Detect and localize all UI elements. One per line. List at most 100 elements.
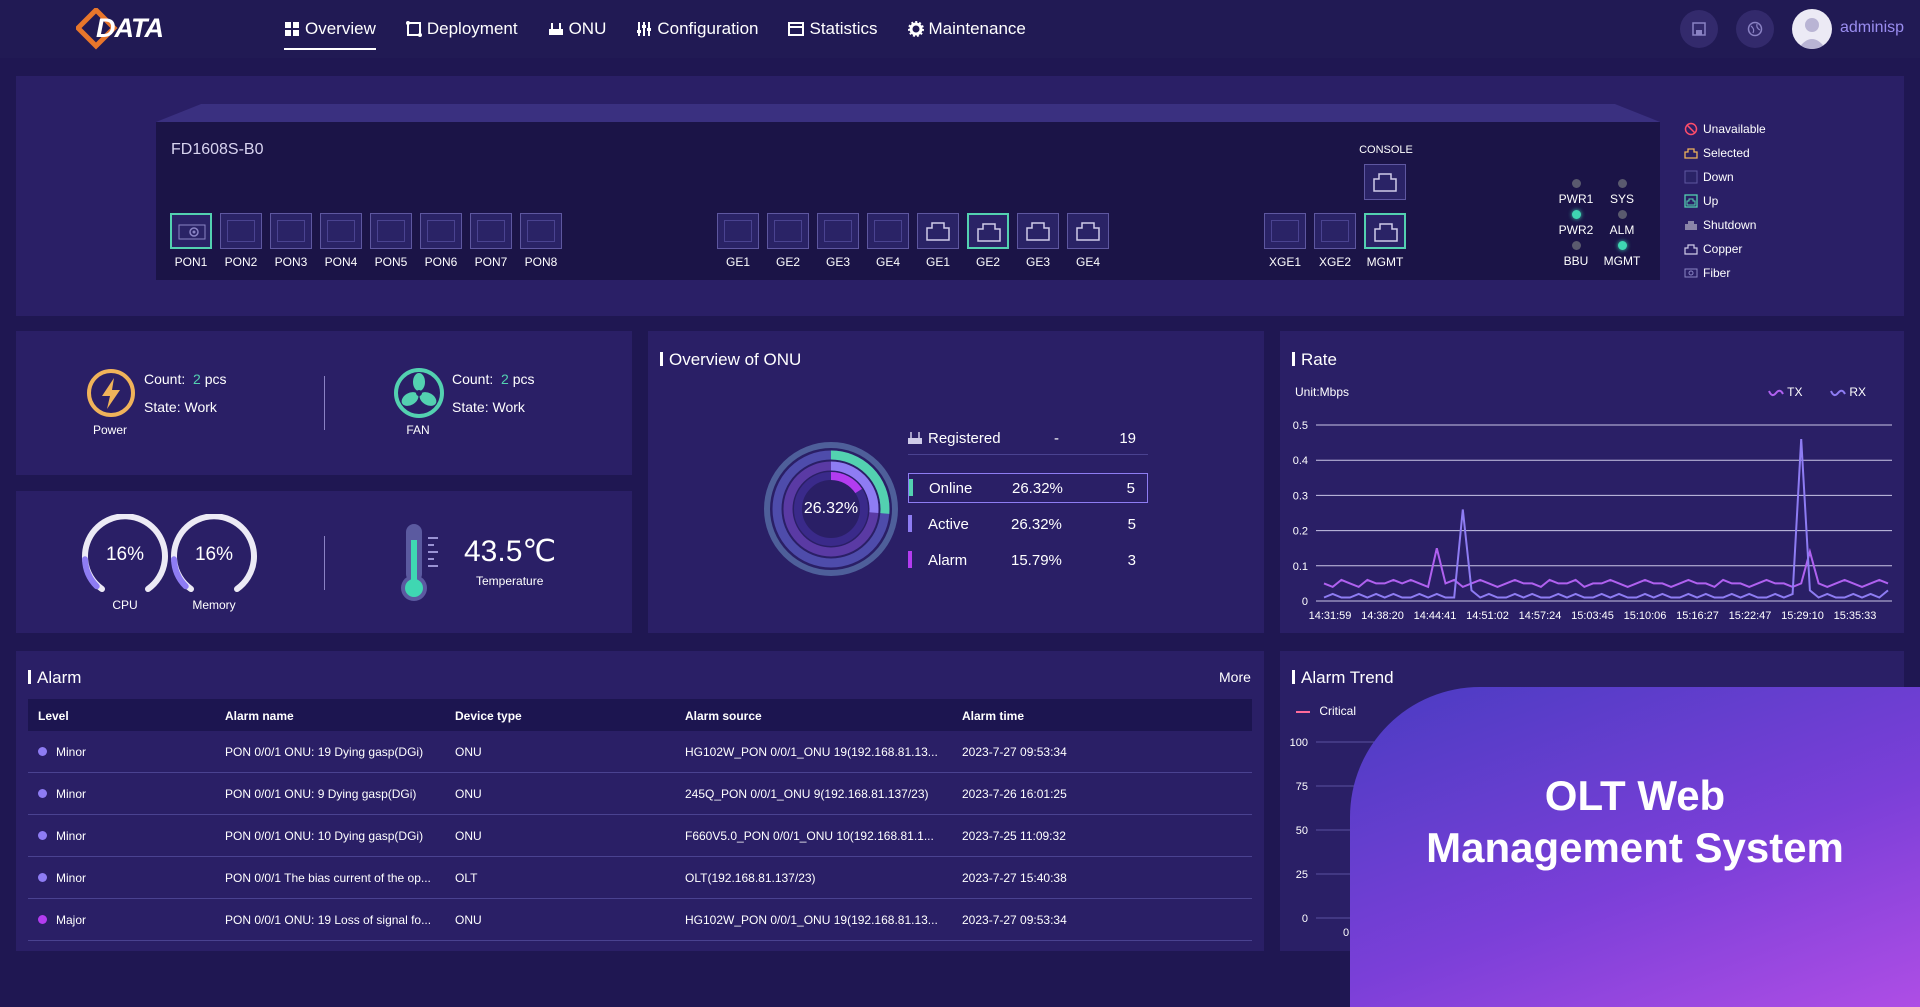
alarm-more-link[interactable]: More — [1219, 669, 1251, 685]
alarm-source-cell: F660V5.0_PON 0/0/1_ONU 10(192.168.81.1..… — [685, 829, 934, 843]
username[interactable]: adminisp — [1840, 19, 1905, 36]
ge-port-label: GE1 — [725, 255, 750, 269]
port-inner — [1271, 220, 1299, 242]
fan-state-value: Work — [492, 399, 525, 415]
onu-stat-row[interactable]: Active 26.32% 5 — [908, 510, 1148, 538]
status-led-label: ALM — [1609, 223, 1635, 237]
statistics-icon — [788, 22, 805, 36]
ge-port-5[interactable] — [917, 213, 959, 249]
power-state-value: Work — [184, 399, 217, 415]
alarm-time-cell: 2023-7-27 15:40:38 — [962, 871, 1067, 885]
ge-port-8[interactable] — [1067, 213, 1109, 249]
rate-legend-rx: RX — [1830, 385, 1866, 399]
legend-item: Fiber — [1684, 266, 1730, 280]
nav-overview-label: Overview — [305, 19, 376, 38]
status-led-label: PWR1 — [1558, 192, 1594, 206]
table-row[interactable]: Minor PON 0/0/1 ONU: 10 Dying gasp(DGi) ON… — [28, 815, 1252, 857]
uplink-port-2[interactable] — [1314, 213, 1356, 249]
selected-icon — [1684, 148, 1698, 159]
nav-configuration[interactable]: Configuration — [636, 0, 758, 58]
ge-port-2[interactable] — [767, 213, 809, 249]
col-alarm-source: Alarm source — [685, 709, 762, 723]
nav-maintenance[interactable]: Maintenance — [907, 0, 1026, 58]
pon-port-label: PON5 — [374, 255, 408, 269]
alarm-source-cell: OLT(192.168.81.137/23) — [685, 871, 816, 885]
pon-port-4[interactable] — [320, 213, 362, 249]
ge-port-4[interactable] — [867, 213, 909, 249]
ge-port-7[interactable] — [1017, 213, 1059, 249]
onu-stat-row[interactable]: Online 26.32% 5 — [908, 473, 1148, 503]
top-bar: DATA Overview Deployment ONU Configurati… — [0, 0, 1920, 58]
pon-port-label: PON6 — [424, 255, 458, 269]
table-row[interactable]: Minor PON 0/0/1 ONU: 19 Dying gasp(DGi) ON… — [28, 731, 1252, 773]
trend-y-tick: 100 — [1290, 737, 1308, 749]
legend-label: Down — [1703, 170, 1734, 184]
copper-port-icon — [926, 222, 950, 241]
onu-stat-row[interactable]: Alarm 15.79% 3 — [908, 546, 1148, 574]
onu-color-bar — [908, 551, 912, 568]
pon-port-label: PON7 — [474, 255, 508, 269]
rate-series-rx — [1323, 439, 1889, 599]
status-led-label: BBU — [1563, 254, 1589, 268]
up-icon — [1684, 194, 1698, 208]
pon-port-5[interactable] — [370, 213, 412, 249]
onu-row-label: Online — [929, 480, 973, 497]
power-name: Power — [92, 423, 127, 437]
nav-onu[interactable]: ONU — [548, 0, 606, 58]
status-led-label: MGMT — [1603, 254, 1641, 268]
table-row[interactable]: Minor PON 0/0/1 The bias current of the o… — [28, 857, 1252, 899]
fan-count-value: 2 — [501, 371, 509, 387]
fan-icon — [394, 368, 444, 418]
legend-item: Selected — [1684, 146, 1750, 160]
status-led — [1618, 241, 1627, 250]
globe-icon — [1747, 21, 1763, 37]
uplink-port-3[interactable] — [1364, 213, 1406, 249]
device-model: FD1608S-B0 — [171, 141, 264, 158]
rate-x-tick: 14:31:59 — [1309, 610, 1352, 622]
ge-port-3[interactable] — [817, 213, 859, 249]
onu-row-label: Alarm — [928, 552, 968, 569]
onu-stat-row[interactable]: Registered - 19 — [908, 424, 1148, 455]
cpu-gauge — [82, 514, 168, 592]
logo-text: DATA — [96, 13, 164, 43]
port-inner — [1321, 220, 1349, 242]
severity-dot — [38, 915, 47, 924]
fiber-icon — [1684, 268, 1698, 278]
alarm-source-cell: HG102W_PON 0/0/1_ONU 19(192.168.81.13... — [685, 913, 938, 927]
uplink-port-1[interactable] — [1264, 213, 1306, 249]
onu-row-separator — [908, 454, 1148, 455]
shutdown-icon — [1685, 221, 1697, 230]
avatar[interactable] — [1792, 9, 1832, 49]
ge-port-6[interactable] — [967, 213, 1009, 249]
nav-deployment[interactable]: Deployment — [405, 0, 518, 58]
pon-port-3[interactable] — [270, 213, 312, 249]
pon-port-2[interactable] — [220, 213, 262, 249]
nav-statistics[interactable]: Statistics — [788, 0, 878, 58]
rate-x-tick: 15:35:33 — [1834, 610, 1877, 622]
status-led — [1572, 179, 1581, 188]
table-row[interactable]: Minor PON 0/0/1 ONU: 9 Dying gasp(DGi) ONU… — [28, 773, 1252, 815]
cpu-gauge-fill — [82, 556, 100, 590]
table-row[interactable]: Major PON 0/0/1 ONU: 19 Loss of signal fo… — [28, 899, 1252, 941]
alarm-title: Alarm — [28, 668, 81, 688]
nav-overview[interactable]: Overview — [284, 0, 376, 58]
save-button[interactable] — [1680, 10, 1718, 48]
rate-y-tick: 0 — [1302, 596, 1308, 608]
language-button[interactable] — [1736, 10, 1774, 48]
pon-port-8[interactable] — [520, 213, 562, 249]
pon-port-1[interactable] — [170, 213, 212, 249]
status-led — [1572, 210, 1581, 219]
console-port[interactable] — [1364, 164, 1406, 200]
copper-port-icon — [1026, 222, 1050, 241]
alarm-device-cell: ONU — [455, 913, 482, 927]
alarm-device-cell: ONU — [455, 829, 482, 843]
pon-port-7[interactable] — [470, 213, 512, 249]
cdata-logo-icon — [76, 8, 118, 50]
chassis-top — [156, 104, 1660, 122]
pon-port-6[interactable] — [420, 213, 462, 249]
ge-port-1[interactable] — [717, 213, 759, 249]
alarm-table-header: Level Alarm name Device type Alarm sourc… — [28, 699, 1252, 731]
legend-item: Copper — [1684, 242, 1742, 256]
pon-port-label: PON2 — [224, 255, 258, 269]
alarm-source-cell: 245Q_PON 0/0/1_ONU 9(192.168.81.137/23) — [685, 787, 929, 801]
